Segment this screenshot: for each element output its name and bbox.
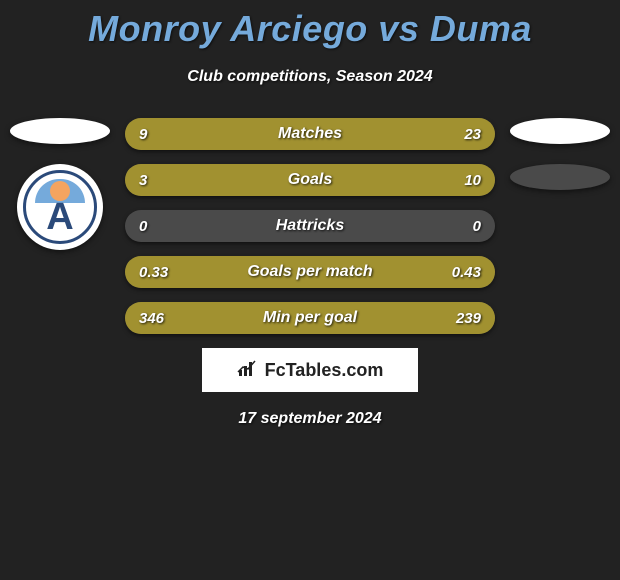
right-badge-1 [510,118,610,144]
subtitle: Club competitions, Season 2024 [0,68,620,86]
comparison-content: A Matches9 23 Goals3 10 Hattricks0 0 Goals per… [0,118,620,428]
right-badge-2 [510,164,610,190]
left-badge-1 [10,118,110,144]
left-club-badge: A [17,164,103,250]
chart-icon [237,358,259,383]
stat-label: Goals [125,164,495,196]
fctables-logo: FcTables.com [202,348,418,392]
stat-right-value: 0.43 [452,256,481,288]
left-player-badges: A [10,118,110,250]
stat-left-value: 3 [139,164,147,196]
logo-text: FcTables.com [265,360,384,381]
club-letter: A [46,196,73,239]
stat-row: Hattricks0 0 [125,210,495,242]
stat-left-value: 9 [139,118,147,150]
stat-left-value: 346 [139,302,164,334]
stat-row: Min per goal346 239 [125,302,495,334]
stat-right-value: 23 [464,118,481,150]
stat-bars: Matches9 23 Goals3 10 Hattricks0 0 Goals per m… [125,118,495,334]
stat-row: Matches9 23 [125,118,495,150]
stat-label: Goals per match [125,256,495,288]
right-player-badges [510,118,610,190]
stat-label: Hattricks [125,210,495,242]
stat-right-value: 239 [456,302,481,334]
stat-left-value: 0 [139,210,147,242]
stat-label: Min per goal [125,302,495,334]
stat-right-value: 10 [464,164,481,196]
club-badge-inner: A [23,170,97,244]
stat-label: Matches [125,118,495,150]
date-line: 17 september 2024 [0,410,620,428]
page-title: Monroy Arciego vs Duma [0,0,620,50]
stat-row: Goals3 10 [125,164,495,196]
stat-left-value: 0.33 [139,256,168,288]
stat-right-value: 0 [473,210,481,242]
stat-row: Goals per match0.33 0.43 [125,256,495,288]
